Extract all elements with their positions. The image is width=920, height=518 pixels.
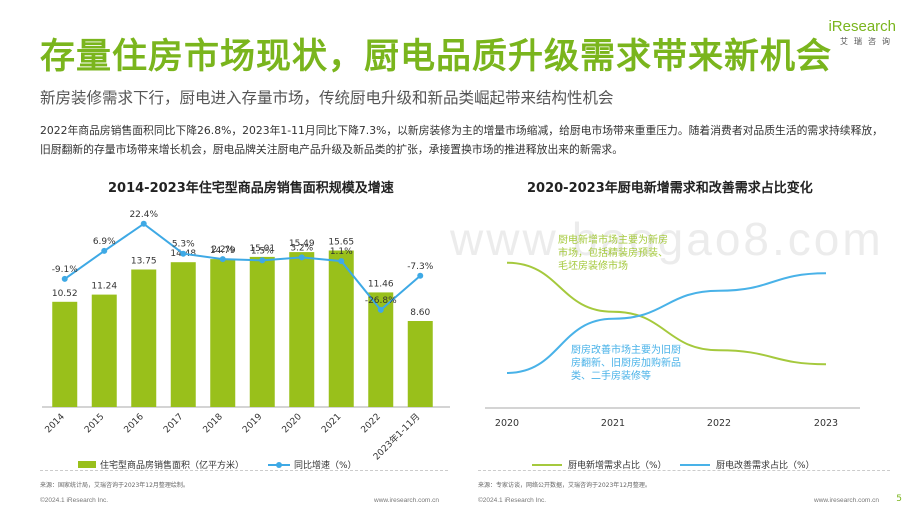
watermark: www.baogao8.com (450, 213, 884, 265)
bar (249, 256, 275, 407)
bar-value-label: 13.75 (131, 257, 157, 267)
x-tick-label: 2021 (320, 412, 343, 435)
url-left[interactable]: www.iresearch.com.cn (374, 497, 440, 504)
bar-value-label: 15.01 (249, 244, 275, 254)
upgrade-demand-annotation: 类、二手房装修等 (571, 369, 651, 382)
legend-line-marker (276, 462, 282, 468)
growth-value-label: 3.2% (290, 243, 313, 253)
logo-text: iResearch (828, 18, 896, 35)
x-tick-label: 2014 (44, 412, 67, 435)
bar (407, 321, 433, 407)
growth-value-label: 22.4% (129, 210, 158, 220)
bar (170, 262, 196, 407)
copyright-right: ©2024.1 iResearch Inc. (478, 497, 547, 504)
growth-value-label: 1.5% (251, 246, 274, 256)
growth-point (377, 306, 384, 313)
brand-logo: iResearch 艾瑞咨询 (828, 18, 896, 47)
bar-value-label: 14.79 (210, 246, 236, 256)
url-right[interactable]: www.iresearch.com.cn (814, 497, 880, 504)
bar (210, 259, 236, 407)
legend-new-label: 厨电新增需求占比（%） (568, 459, 667, 471)
growth-value-label: 1.1% (330, 247, 353, 257)
new-demand-annotation: 厨电新增市场主要为新房 (558, 233, 668, 246)
bar (289, 252, 315, 407)
growth-value-label: 6.9% (93, 237, 116, 247)
body-paragraph: 2022年商品房销售面积同比下降26.8%，2023年1-11月同比下降7.3%… (40, 124, 883, 156)
x-tick-label: 2022 (360, 412, 383, 435)
growth-value-label: 2.2% (211, 245, 234, 255)
x-tick-label: 2020 (495, 418, 519, 429)
logo-subtext: 艾瑞咨询 (840, 37, 896, 46)
new-demand-annotation: 市场，包括精装房预装、 (558, 246, 668, 259)
x-tick-label: 2022 (707, 418, 731, 429)
growth-point (101, 247, 108, 254)
growth-point (140, 220, 147, 227)
new-demand-line (506, 261, 827, 366)
bar-value-label: 10.52 (52, 289, 78, 299)
bar-value-label: 8.60 (410, 308, 430, 318)
growth-value-label: -7.3% (407, 262, 434, 272)
chart1-title: 2014-2023年住宅型商品房销售面积规模及增速 (108, 181, 394, 196)
x-tick-label: 2020 (281, 412, 304, 435)
bar-value-label: 15.65 (328, 238, 354, 248)
new-demand-annotation: 毛坯房装修市场 (558, 259, 628, 272)
growth-point (180, 250, 187, 257)
bar-line-chart: 10.52201411.24201513.75201614.48201714.7… (42, 210, 450, 471)
page-subtitle: 新房装修需求下行，厨电进入存量市场，传统厨电升级和新品类崛起带来结构性机会 (40, 89, 614, 107)
bar-value-label: 11.46 (368, 279, 394, 289)
legend-bar-swatch (78, 461, 96, 468)
legend-upgrade-label: 厨电改善需求占比（%） (716, 459, 815, 471)
bar (328, 250, 354, 407)
page-number: 5 (896, 494, 902, 504)
bar-value-label: 15.49 (289, 239, 315, 249)
upgrade-demand-annotation: 厨房改善市场主要为旧厨 (571, 343, 681, 356)
source-note-right: 来源：专家访谈，网络公开数据，艾瑞咨询于2023年12月整理。 (478, 482, 651, 489)
x-tick-label: 2017 (162, 412, 185, 435)
page-title: 存量住房市场现状，厨电品质升级需求带来新机会 (40, 37, 833, 77)
growth-value-label: -26.8% (365, 296, 397, 306)
growth-value-label: 5.3% (172, 240, 195, 250)
x-tick-label: 2016 (123, 412, 146, 435)
growth-point (338, 258, 345, 265)
x-tick-label: 2023 (814, 418, 838, 429)
source-note-left: 来源：国家统计局，艾瑞咨询于2023年12月整理绘制。 (40, 482, 189, 489)
bar (91, 294, 117, 407)
growth-line (64, 222, 421, 312)
footer-divider-left (40, 470, 448, 471)
x-tick-label: 2019 (241, 412, 264, 435)
upgrade-demand-line (506, 272, 827, 374)
dual-line-chart: 2020 2021 2022 2023 厨电新增市场主要为新房市场，包括精装房预装、毛坯… (485, 233, 860, 471)
legend-line-label: 同比增速（%） (294, 459, 357, 471)
growth-value-label: -9.1% (52, 265, 79, 275)
bar (52, 301, 78, 407)
bar (131, 269, 157, 407)
bar-value-label: 11.24 (91, 282, 117, 292)
chart2-title: 2020-2023年厨电新增需求和改善需求占比变化 (527, 181, 813, 196)
legend-bar-label: 住宅型商品房销售面积（亿平方米） (100, 459, 244, 471)
x-tick-label: 2015 (83, 412, 106, 435)
growth-point (219, 256, 226, 263)
growth-point (417, 272, 424, 279)
copyright-left: ©2024.1 iResearch Inc. (40, 497, 109, 504)
growth-point (298, 254, 305, 261)
x-tick-label: 2018 (202, 412, 225, 435)
growth-point (259, 257, 266, 264)
upgrade-demand-annotation: 房翻新、旧厨房加购新品 (571, 356, 681, 369)
footer-divider-right (478, 470, 890, 471)
x-tick-label: 2021 (601, 418, 625, 429)
growth-point (61, 275, 68, 282)
